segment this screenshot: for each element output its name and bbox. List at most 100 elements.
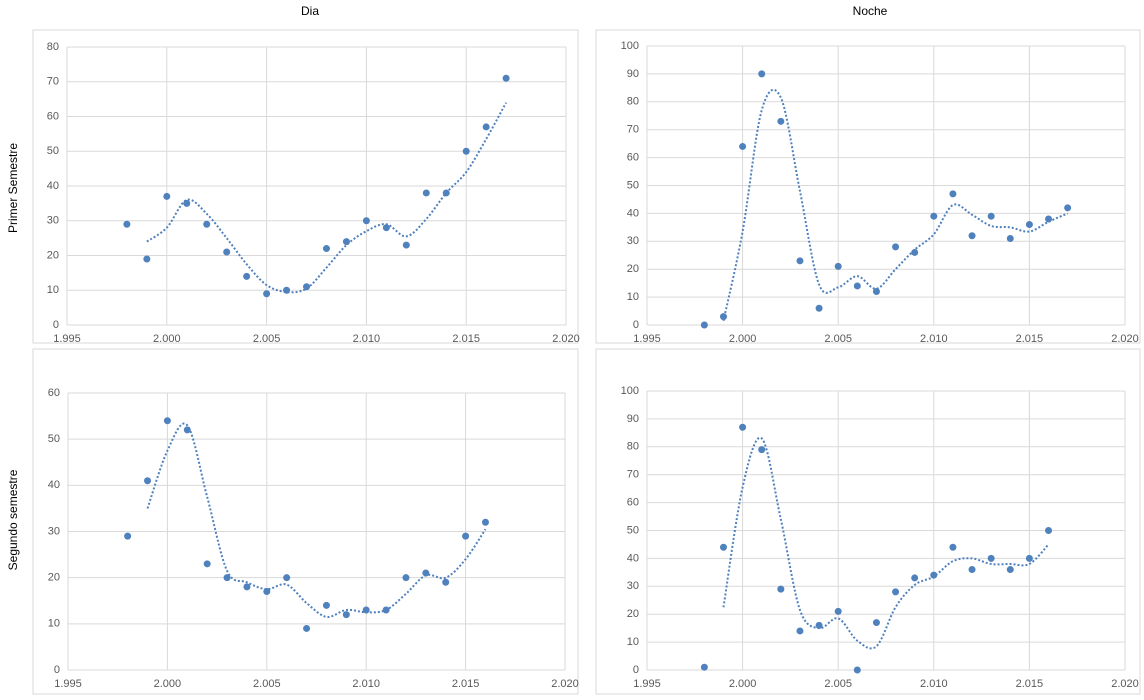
data-point <box>968 566 976 574</box>
x-tick-label: 1.995 <box>633 333 661 345</box>
y-tick-label: 0 <box>633 319 639 331</box>
y-tick-label: 100 <box>621 385 639 397</box>
data-point <box>834 262 842 270</box>
row-title: Primer Semestre <box>6 143 20 233</box>
trendline <box>146 102 507 294</box>
y-tick-label: 30 <box>47 215 59 227</box>
y-tick-label: 40 <box>47 180 59 192</box>
x-tick-label: 1.995 <box>54 678 82 690</box>
y-tick-label: 10 <box>627 636 639 648</box>
y-tick-label: 40 <box>627 552 639 564</box>
x-tick-label: 2.020 <box>1111 678 1139 690</box>
y-tick-label: 100 <box>621 40 639 52</box>
x-tick-label: 2.020 <box>1111 333 1139 345</box>
x-tick-label: 2.010 <box>920 333 948 345</box>
data-point <box>402 574 410 582</box>
x-tick-label: 2.015 <box>1016 678 1044 690</box>
data-point <box>930 212 938 220</box>
x-tick-label: 2.000 <box>729 678 757 690</box>
y-tick-label: 60 <box>48 387 60 399</box>
data-point <box>163 192 171 200</box>
data-point <box>144 477 152 485</box>
data-point <box>482 123 490 131</box>
data-point <box>223 574 231 582</box>
data-point <box>322 245 330 253</box>
column-title: Noche <box>853 4 888 18</box>
y-tick-label: 80 <box>627 441 639 453</box>
data-point <box>892 588 900 596</box>
y-tick-label: 20 <box>47 249 59 261</box>
y-tick-label: 90 <box>627 68 639 80</box>
row-title: Segundo semestre <box>6 469 20 570</box>
data-point <box>911 574 919 582</box>
y-tick-label: 40 <box>48 479 60 491</box>
y-tick-label: 80 <box>627 96 639 108</box>
y-tick-label: 10 <box>48 618 60 630</box>
y-tick-label: 70 <box>627 469 639 481</box>
y-tick-label: 40 <box>627 207 639 219</box>
x-tick-label: 2.020 <box>552 333 580 345</box>
chart-frame <box>595 348 1141 695</box>
data-point <box>163 417 171 425</box>
data-point <box>968 232 976 240</box>
data-point <box>243 583 251 591</box>
y-tick-label: 60 <box>627 497 639 509</box>
data-point <box>124 532 132 540</box>
x-tick-label: 1.995 <box>633 678 661 690</box>
x-tick-label: 1.995 <box>53 333 81 345</box>
y-tick-label: 10 <box>47 284 59 296</box>
y-tick-label: 80 <box>47 41 59 53</box>
data-point <box>283 574 291 582</box>
data-point <box>1045 527 1053 534</box>
data-point <box>462 147 470 155</box>
x-tick-label: 2.000 <box>153 333 181 345</box>
x-tick-label: 2.000 <box>154 678 182 690</box>
y-tick-label: 0 <box>53 319 59 331</box>
y-tick-label: 60 <box>47 110 59 122</box>
column-title: Dia <box>301 4 319 18</box>
data-point <box>203 220 211 228</box>
data-point <box>1006 235 1014 243</box>
data-point <box>1064 204 1072 212</box>
y-tick-label: 50 <box>48 433 60 445</box>
data-point <box>949 543 957 551</box>
trendline <box>146 422 487 618</box>
data-point <box>930 571 938 579</box>
x-tick-label: 2.010 <box>353 333 381 345</box>
data-point <box>853 666 861 674</box>
data-point <box>815 304 823 312</box>
x-tick-label: 2.010 <box>352 678 380 690</box>
data-point <box>815 621 823 629</box>
x-tick-label: 2.015 <box>452 678 480 690</box>
data-point <box>442 578 450 586</box>
y-tick-label: 50 <box>627 179 639 191</box>
chart-frame <box>595 29 1141 344</box>
data-point <box>422 189 430 197</box>
data-point <box>502 74 510 82</box>
data-point <box>739 423 747 431</box>
chart-frame <box>32 348 579 695</box>
data-point <box>203 560 211 568</box>
data-point <box>987 554 995 562</box>
data-point <box>700 663 708 671</box>
x-tick-label: 2.015 <box>452 333 480 345</box>
data-point <box>987 212 995 220</box>
data-point <box>143 255 151 263</box>
data-point <box>758 446 766 454</box>
data-point <box>123 220 131 228</box>
data-point <box>758 70 766 78</box>
data-point <box>362 217 370 225</box>
data-point <box>872 288 880 296</box>
x-tick-label: 2.005 <box>253 333 281 345</box>
data-point <box>796 627 804 635</box>
data-point <box>834 607 842 615</box>
data-point <box>739 142 747 150</box>
x-tick-label: 2.005 <box>824 678 852 690</box>
y-tick-label: 0 <box>633 664 639 676</box>
y-tick-label: 30 <box>627 235 639 247</box>
data-point <box>263 290 271 298</box>
y-tick-label: 0 <box>54 664 60 676</box>
data-point <box>853 282 861 290</box>
